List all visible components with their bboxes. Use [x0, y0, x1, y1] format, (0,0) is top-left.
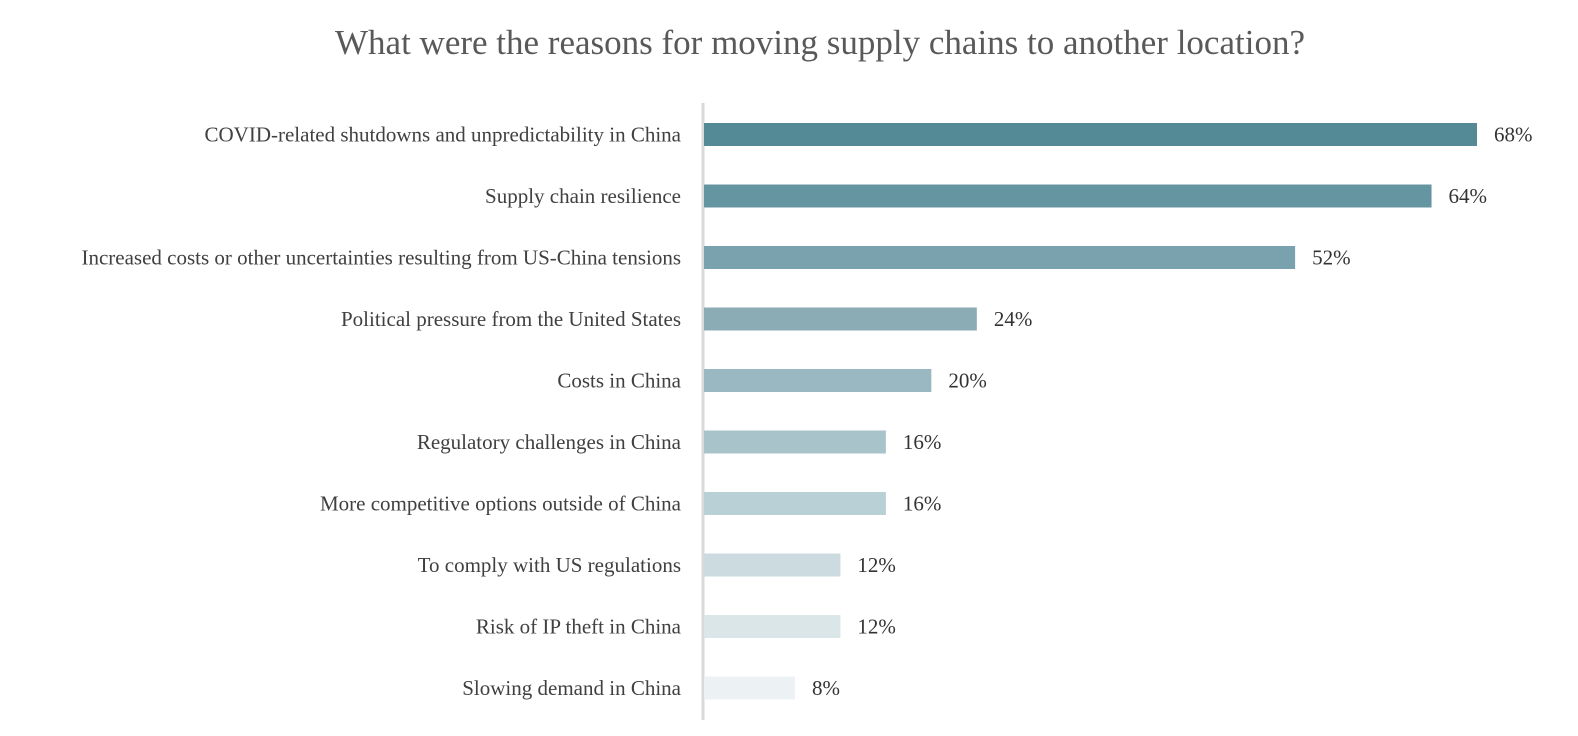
bar — [704, 676, 795, 700]
category-label: Increased costs or other uncertainties r… — [81, 246, 681, 270]
value-label: 16% — [903, 492, 942, 516]
category-label: COVID-related shutdowns and unpredictabi… — [205, 123, 682, 147]
bar — [704, 492, 886, 515]
bar — [704, 184, 1432, 208]
bar — [704, 430, 886, 454]
category-label: Slowing demand in China — [462, 676, 681, 700]
bar — [704, 123, 1477, 146]
bars-group: COVID-related shutdowns and unpredictabi… — [81, 123, 1532, 701]
value-label: 68% — [1494, 123, 1533, 147]
category-label: More competitive options outside of Chin… — [320, 492, 682, 516]
category-label: Supply chain resilience — [485, 184, 681, 208]
bar — [704, 369, 932, 392]
category-label: Risk of IP theft in China — [476, 615, 682, 639]
value-label: 24% — [994, 307, 1032, 331]
category-label: To comply with US regulations — [418, 553, 681, 577]
value-label: 12% — [857, 615, 896, 639]
bar — [704, 615, 841, 638]
value-label: 16% — [903, 430, 942, 454]
category-label: Costs in China — [557, 369, 681, 393]
value-label: 12% — [857, 553, 896, 577]
bar — [704, 246, 1296, 269]
value-label: 52% — [1312, 246, 1351, 270]
bar — [704, 307, 977, 331]
bar — [704, 553, 841, 577]
category-label: Political pressure from the United State… — [341, 307, 681, 331]
value-label: 20% — [948, 369, 987, 393]
category-label: Regulatory challenges in China — [417, 430, 682, 454]
value-label: 64% — [1449, 184, 1488, 208]
chart-title: What were the reasons for moving supply … — [335, 23, 1305, 62]
value-label: 8% — [812, 676, 840, 700]
